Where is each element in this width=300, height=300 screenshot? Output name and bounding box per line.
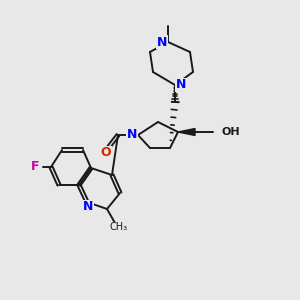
Text: OH: OH: [222, 127, 241, 137]
Text: N: N: [176, 79, 186, 92]
Text: N: N: [83, 200, 93, 214]
Text: CH₃: CH₃: [110, 222, 128, 232]
Text: N: N: [157, 35, 167, 49]
Text: O: O: [101, 146, 111, 160]
Text: F: F: [31, 160, 39, 173]
Polygon shape: [178, 128, 195, 136]
Text: N: N: [127, 128, 137, 142]
